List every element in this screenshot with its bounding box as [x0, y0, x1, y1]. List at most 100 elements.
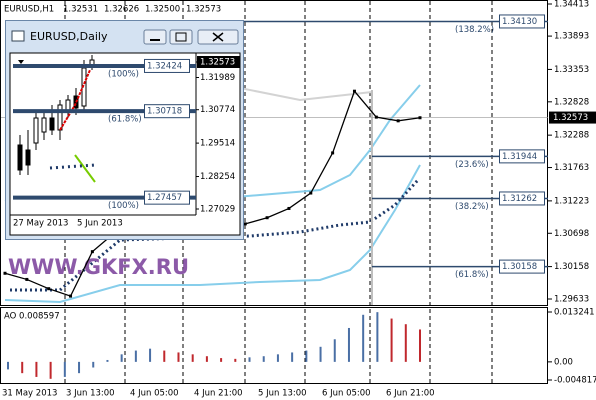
- y-tick-label: 1.30158: [554, 262, 589, 272]
- ao-bar: [134, 350, 137, 362]
- price-point: [243, 222, 247, 226]
- inset-fib-box: [144, 104, 190, 119]
- indicator-tick-label: 0.013241: [554, 308, 595, 318]
- chart-header: EURUSD,H1: [4, 5, 54, 15]
- ao-bar: [63, 361, 66, 377]
- inset-fib-price: 1.32424: [147, 61, 182, 71]
- ao-bar: [177, 352, 180, 362]
- inset-fib-box: [144, 58, 190, 73]
- ohlc-value: 1.32531: [63, 5, 98, 15]
- y-tick-label: 1.30698: [554, 229, 589, 239]
- inset-tick-label: 1.27029: [200, 205, 235, 215]
- price-point: [352, 89, 356, 93]
- ohlc-value: 1.32626: [104, 5, 139, 15]
- ao-bar: [205, 356, 208, 362]
- fib-percent: (23.6%): [455, 160, 489, 170]
- ao-bar: [120, 354, 123, 362]
- maximize-button[interactable]: [169, 29, 193, 45]
- watermark: WWW.GKFX.RU: [8, 255, 189, 279]
- window-title: EURUSD,Daily: [30, 30, 108, 43]
- price-point: [396, 119, 400, 123]
- ao-bar: [376, 312, 379, 362]
- price-point: [90, 250, 94, 254]
- ao-bar: [191, 354, 194, 362]
- y-tick-label: 1.29633: [554, 295, 589, 305]
- ao-bar: [7, 361, 9, 370]
- inset-fib-percent: (100%): [108, 69, 139, 79]
- inset-dots: [49, 163, 96, 170]
- ao-bar: [419, 329, 421, 362]
- ao-bar: [21, 361, 24, 374]
- fib-price-box: [499, 149, 545, 164]
- ao-bar: [305, 350, 308, 362]
- ao-bar: [163, 350, 166, 362]
- x-tick-label: 31 May 2013: [2, 389, 57, 399]
- inset-date: 27 May 2013: [13, 219, 68, 229]
- price-point: [287, 206, 291, 210]
- y-tick-label: 1.31763: [554, 163, 589, 173]
- ao-bar: [49, 361, 52, 379]
- ao-bar: [78, 361, 81, 374]
- inset-line: [74, 154, 96, 183]
- ohlc-value: 1.32500: [145, 5, 180, 15]
- x-tick-label: 6 Jun 05:00: [322, 389, 371, 399]
- minimize-button[interactable]: [143, 29, 167, 45]
- price-point: [309, 191, 313, 195]
- inset-fib-price: 1.30718: [147, 107, 182, 117]
- inset-tick-label: 1.28254: [200, 172, 235, 182]
- ao-bar: [262, 356, 265, 362]
- window-icon: [11, 30, 25, 42]
- fib-price: 1.30158: [502, 262, 537, 272]
- x-tick-label: 4 Jun 05:00: [130, 389, 179, 399]
- inset-chart: [9, 52, 241, 236]
- price-point: [47, 287, 51, 291]
- indicator-label: AO 0.008597: [4, 312, 60, 322]
- y-tick-label: 1.33353: [554, 65, 589, 75]
- inset-current-box: [197, 56, 240, 68]
- x-tick-label: 4 Jun 21:00: [194, 389, 243, 399]
- y-tick-label: 1.32828: [554, 97, 589, 107]
- sar-dots: [10, 178, 420, 292]
- inset-fib-box: [144, 190, 190, 205]
- x-tick-label: 5 Jun 13:00: [258, 389, 307, 399]
- fib-percent: (138.2%): [455, 25, 494, 35]
- ao-bar: [404, 324, 407, 362]
- inset-fib-price: 1.27457: [147, 193, 182, 203]
- fib-price: 1.31262: [502, 194, 537, 204]
- fib-price-box: [499, 14, 545, 29]
- price-point: [25, 277, 29, 281]
- inset-fib-percent: (61.8%): [108, 115, 142, 125]
- indicator-pane: [0, 307, 548, 384]
- x-tick-label: 3 Jun 13:00: [66, 389, 115, 399]
- ohlc-value: 1.32573: [186, 5, 221, 15]
- ao-bar: [390, 318, 393, 362]
- current-price-box: [549, 111, 596, 124]
- fib-price: 1.31944: [502, 152, 537, 162]
- price-point: [418, 116, 422, 120]
- price-point: [374, 115, 378, 119]
- inset-candles: [17, 55, 95, 175]
- inset-tick-label: 1.31989: [200, 73, 235, 83]
- inset-date: 5 Jun 2013: [77, 219, 123, 229]
- y-tick-label: 1.33893: [554, 32, 589, 42]
- price-point: [69, 294, 73, 298]
- price-point: [265, 216, 269, 220]
- fib-price: 1.34130: [502, 17, 537, 27]
- inset-tick-label: 1.32573: [200, 58, 235, 68]
- y-tick-label: 1.32288: [554, 131, 589, 141]
- ao-bar: [234, 358, 237, 362]
- inset-ma: [59, 69, 91, 131]
- inset-window: EURUSD,Daily 1.32573 1.31989 1.30774 1.2951…: [5, 20, 244, 240]
- indicator-tick-label: 0.00: [554, 357, 573, 367]
- ao-bar: [362, 314, 365, 362]
- inset-fib-percent: (100%): [108, 201, 139, 211]
- ao-bar: [319, 346, 322, 362]
- fib-price-box: [499, 259, 545, 274]
- indicator-tick-label: -0.004817: [554, 376, 596, 386]
- y-tick-label: 1.31223: [554, 196, 589, 206]
- ao-bar: [92, 361, 95, 368]
- ao-bar: [35, 361, 38, 377]
- ao-bar: [106, 359, 109, 362]
- fib-percent: (38.2%): [455, 202, 489, 212]
